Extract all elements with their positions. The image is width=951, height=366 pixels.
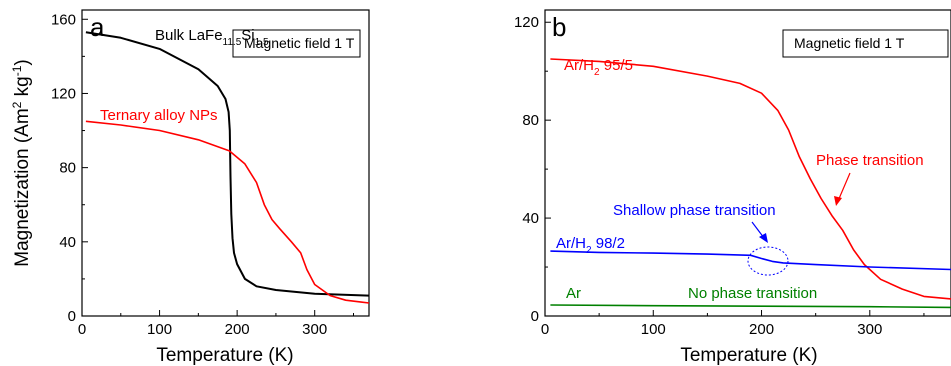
annotation-phase-transition: Phase transition: [816, 152, 924, 169]
panel-b-field-label: Magnetic field 1 T: [794, 35, 905, 51]
panel-a-series-1-line: [85, 120, 370, 304]
panel-a-ylabel-sup2: -1: [10, 65, 24, 76]
panel-a-letter: a: [90, 12, 105, 42]
panel-b-x-axis-title: Temperature (K): [680, 345, 817, 366]
panel-a-x-axis-title: Temperature (K): [156, 345, 293, 366]
panel-a-curves: [85, 31, 370, 304]
panel-a-x-tick-label: 0: [78, 321, 86, 338]
panel-a-field-box-frame: [232, 29, 361, 58]
panel-b-field-box-frame: [782, 29, 949, 58]
panel-a-x-tick-label: 300: [302, 321, 327, 338]
panel-a-x-tick-label: 200: [225, 321, 250, 338]
bulk-label-base: Bulk LaFe: [155, 27, 223, 44]
panel-b-series-0-line: [550, 58, 951, 300]
shallow-transition-circle: [747, 246, 789, 276]
panel-a-ylabel-sup1: 2: [10, 101, 24, 108]
panel-b-letter: b: [552, 12, 566, 42]
panel-a-y-tick-label: 120: [51, 85, 76, 102]
panel-b: b Magnetic field 1 T 0 100 200 300 0 40 80 120…: [514, 9, 951, 366]
panel-b-x-ticks: 0 100 200 300: [541, 310, 925, 338]
panel-b-curves: [550, 58, 951, 309]
label-98-end: 98/2: [592, 235, 625, 252]
panel-b-x-tick-label: 0: [541, 321, 549, 338]
panel-a-ylabel-base: Magnetization (Am: [12, 108, 33, 266]
panel-a-ylabel-mid: kg: [12, 76, 33, 101]
label-95-end: 95/5: [600, 57, 633, 74]
panel-b-field-box: Magnetic field 1 T: [782, 29, 949, 58]
label-98-base: Ar/H: [556, 235, 586, 252]
panel-b-y-tick-label: 80: [522, 112, 539, 129]
panel-b-frame: [544, 9, 951, 317]
phase-transition-arrow-shaft: [837, 172, 851, 202]
panel-a-y-tick-label: 160: [51, 11, 76, 28]
bulk-label-sub2: 1.5: [255, 37, 269, 48]
panel-a-frame: [81, 9, 370, 317]
panel-a-field-box: Magnetic field 1 T: [232, 29, 361, 58]
shallow-arrow-head: [759, 233, 768, 243]
panel-a-y-axis-title: Magnetization (Am2 kg-1): [10, 59, 33, 266]
label-ar-h2-95-5: Ar/H2 95/5: [564, 57, 633, 78]
panel-a-bulk-label: Bulk LaFe11.5Si1.5: [155, 27, 269, 48]
label-98-sub: 2: [586, 245, 592, 256]
label-ar: Ar: [566, 285, 581, 302]
panel-a-y-tick-label: 40: [59, 234, 76, 251]
panel-a-ylabel-end: ): [12, 59, 33, 65]
panel-b-x-tick-label: 100: [641, 321, 666, 338]
panel-a-x-ticks: 0 100 200 300: [78, 310, 354, 338]
panel-a-series-0-line: [85, 31, 370, 297]
panel-b-y-ticks: 0 40 80 120: [514, 14, 551, 325]
annotation-no-phase-transition: No phase transition: [688, 285, 817, 302]
panel-b-series-1-line: [550, 250, 951, 271]
annotation-shallow-phase-transition: Shallow phase transition: [613, 202, 776, 219]
bulk-label-sub1: 11.5: [223, 37, 242, 48]
panel-a-field-label: Magnetic field 1 T: [244, 35, 355, 51]
label-95-sub: 2: [594, 67, 600, 78]
panel-b-y-tick-label: 120: [514, 14, 539, 31]
panel-b-series-2-line: [550, 304, 951, 309]
panel-b-y-tick-label: 40: [522, 210, 539, 227]
panel-b-x-tick-label: 200: [749, 321, 774, 338]
panel-a-ternary-label: Ternary alloy NPs: [100, 107, 218, 124]
phase-transition-arrow-head: [834, 196, 842, 206]
label-95-base: Ar/H: [564, 57, 594, 74]
panel-a-y-tick-label: 0: [68, 308, 76, 325]
panel-b-x-tick-label: 300: [857, 321, 882, 338]
panel-a-y-tick-label: 80: [59, 160, 76, 177]
panel-a-x-tick-label: 100: [147, 321, 172, 338]
panel-a-y-ticks: 0 40 80 120 160: [51, 11, 88, 325]
label-ar-h2-98-2: Ar/H2 98/2: [556, 235, 625, 256]
panel-a: a Magnetic field 1 T 0 100 200 300 0 40 80 120…: [10, 9, 370, 366]
panel-b-y-tick-label: 0: [531, 308, 539, 325]
bulk-label-mid: Si: [241, 27, 254, 44]
